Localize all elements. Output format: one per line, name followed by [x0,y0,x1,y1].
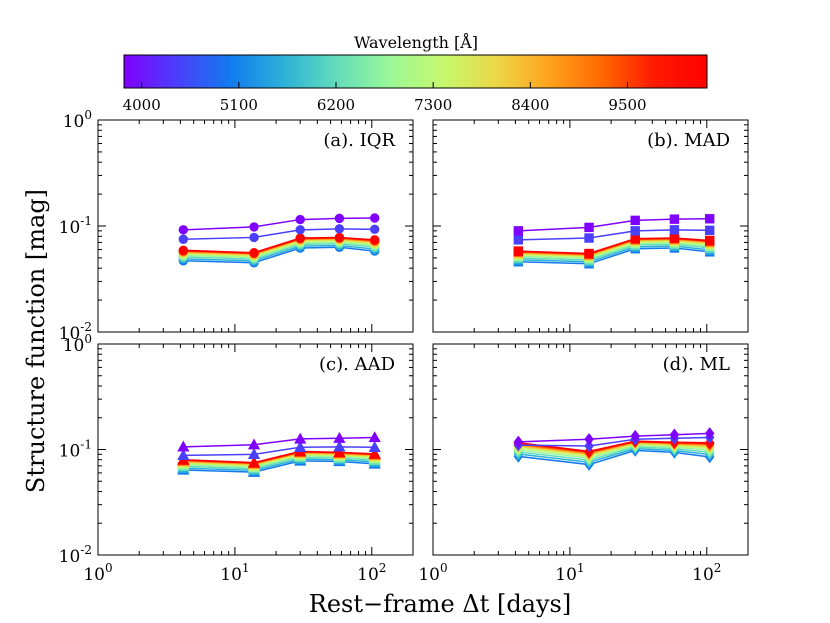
colorbar-tick-label: 5100 [220,96,258,114]
data-point [334,224,345,234]
data-series [513,225,715,245]
colorbar-tick-label: 7300 [414,96,452,114]
data-point [178,245,189,255]
panel-title: (b). MAD [647,130,730,151]
data-point [249,247,259,258]
data-point [584,248,594,259]
data-point [294,440,307,452]
data-point [513,226,524,236]
colorbar-tick-label: 8400 [511,96,549,114]
data-point [369,213,380,223]
x-tick-label: 101 [220,561,249,585]
data-point [584,439,594,453]
x-axis-label: Rest−frame Δt [days] [309,590,571,618]
x-tick-label: 100 [418,561,447,585]
data-point [630,215,640,226]
data-point [247,456,261,468]
data-point [295,225,305,235]
y-tick-label: 10-2 [59,543,92,567]
colorbar-label: Wavelength [Å] [354,32,478,52]
plot-frame [97,343,414,556]
data-series [177,440,381,461]
series-line [518,218,710,232]
data-point [704,225,715,236]
colorbar-ticks: 4000 5100 6200 7300 8400 9500 [123,82,647,114]
data-point [584,233,594,243]
panel-mad: (b). MAD [432,119,749,333]
data-series [177,431,381,452]
data-point [295,214,305,225]
x-tick-label: 102 [692,561,721,585]
series-line [183,217,375,231]
panel-iqr: 10-2 10-1 100 (a). IQR [59,108,414,344]
data-point [334,232,345,243]
data-point [669,428,680,442]
colorbar-tick-label: 4000 [123,96,161,114]
data-point [247,438,261,450]
data-point [177,449,190,461]
data-point [247,448,261,460]
data-series [513,214,715,236]
data-point [584,222,594,233]
data-point [368,440,381,452]
data-point [669,233,680,243]
colorbar-tick-label: 9500 [608,96,646,114]
data-point [334,213,345,224]
panel-aad: 100 101 102 10-2 10-1 100 (c). AAD [59,332,414,585]
data-point [584,432,594,446]
data-series [513,233,715,259]
y-tick-label: 100 [63,332,92,356]
data-point [513,435,524,449]
data-point [513,235,524,245]
y-tick-label: 10-2 [59,320,92,344]
data-series [178,232,380,258]
data-point [513,246,524,256]
data-point [368,431,381,443]
data-series [178,213,380,235]
panel-title: (d). ML [663,354,730,375]
data-point [249,222,259,232]
data-series [178,224,380,244]
data-point [630,226,640,236]
data-series [513,427,715,449]
data-point [704,427,715,440]
data-point [669,214,680,224]
data-point [704,235,715,246]
x-tick-label: 101 [555,561,584,585]
colorbar: Wavelength [Å] 4000 5100 6200 7300 8400 9500 [123,32,708,114]
y-tick-label: 10-1 [59,214,92,238]
panel-ml: 100 101 102 (d). ML [418,343,749,585]
data-point [369,224,380,235]
data-point [333,431,346,443]
x-tick-label: 102 [357,561,386,585]
data-point [178,234,189,244]
data-point [669,225,680,235]
panel-title: (a). IQR [323,130,395,151]
data-point [368,447,381,459]
y-tick-label: 100 [63,108,92,132]
data-point [630,429,640,443]
data-point [249,232,259,243]
colorbar-tick-label: 6200 [317,96,355,114]
data-point [369,235,380,245]
data-point [178,225,189,235]
x-tick-label: 100 [83,561,112,585]
y-axis-label: Structure function [mag] [22,189,50,493]
data-point [333,446,346,458]
data-point [704,214,715,224]
data-point [295,233,305,243]
data-point [177,440,190,452]
y-tick-label: 10-1 [59,438,92,462]
panel-title: (c). AAD [319,354,395,375]
data-point [333,440,346,452]
data-point [294,432,307,444]
series-line [183,436,375,448]
colorbar-gradient [123,54,708,89]
data-point [630,233,640,244]
